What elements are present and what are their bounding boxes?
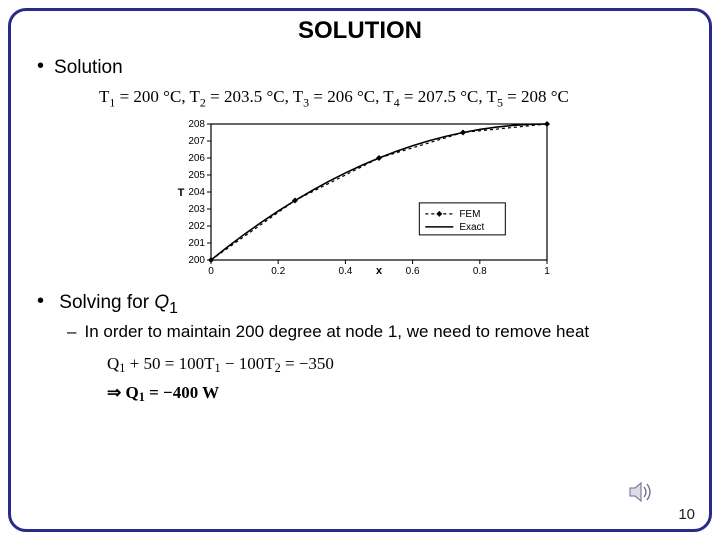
svg-text:206: 206 [188,153,205,164]
bullet-solution: Solution [37,55,683,79]
svg-text:0.2: 0.2 [271,266,285,277]
equation-block: Q1 + 50 = 100T1 − 100T2 = −350 ⇒ Q1 = −4… [107,350,683,408]
svg-text:204: 204 [188,187,205,198]
subbullet-remove-heat: In order to maintain 200 degree at node … [67,322,683,342]
equation-line-2: ⇒ Q1 = −400 W [107,379,683,408]
page-number: 10 [678,506,695,523]
slide-title: SOLUTION [11,17,709,45]
svg-text:203: 203 [188,204,205,215]
svg-text:1: 1 [544,266,550,277]
bullet-solution-text: Solution [54,57,123,78]
eq1-plus: + 50 = 100 [125,354,204,373]
svg-text:T: T [178,187,185,199]
eq1-rhs: = −350 [281,354,334,373]
bullet-solving: Solving for Q1 In order to maintain 200 … [37,290,683,342]
eq1-T2: T [264,354,274,373]
eq2-rest: = −400 W [145,383,219,402]
bullet-solving-sub: 1 [169,300,178,317]
temperature-values-line: T1 = 200 °C, T2 = 203.5 °C, T3 = 206 °C,… [99,87,683,110]
svg-text:FEM: FEM [459,209,480,220]
eq2-Q: Q [126,383,139,402]
subbullet-text: In order to maintain 200 degree at node … [84,322,589,341]
equation-line-1: Q1 + 50 = 100T1 − 100T2 = −350 [107,350,683,379]
svg-text:202: 202 [188,221,205,232]
chart-container: 200 201 202 203 204 205 206 207 208 0 0.2 0.4 0.6 0.8… [167,116,683,284]
svg-text:207: 207 [188,136,205,147]
eq2-arrow: ⇒ [107,383,126,402]
svg-text:201: 201 [188,238,205,249]
svg-text:205: 205 [188,170,205,181]
svg-text:200: 200 [188,255,205,266]
slide-content: Solution T1 = 200 °C, T2 = 203.5 °C, T3 … [11,45,709,408]
slide-frame: SOLUTION Solution T1 = 200 °C, T2 = 203.… [8,8,712,532]
svg-text:208: 208 [188,119,205,130]
temperature-chart: 200 201 202 203 204 205 206 207 208 0 0.2 0.4 0.6 0.8… [167,116,567,284]
bullet-solving-var: Q [154,292,169,313]
svg-text:0: 0 [208,266,214,277]
svg-text:0.8: 0.8 [473,266,487,277]
svg-text:0.6: 0.6 [406,266,420,277]
eq1-minus: − 100 [221,354,265,373]
svg-text:x: x [376,265,383,277]
eq1-T1: T [204,354,214,373]
svg-text:0.4: 0.4 [338,266,352,277]
speaker-icon[interactable] [625,477,655,507]
svg-text:Exact: Exact [459,222,484,233]
bullet-solving-prefix: Solving for [59,292,154,313]
eq1-Q: Q [107,354,119,373]
